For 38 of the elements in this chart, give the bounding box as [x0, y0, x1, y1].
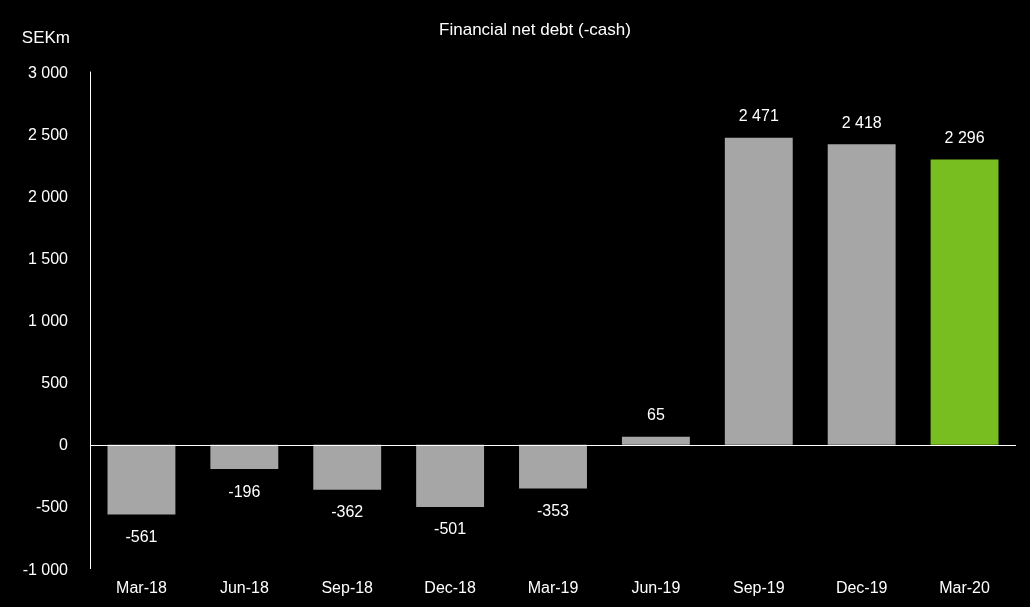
- y-tick-label: 500: [41, 374, 69, 392]
- y-tick-label: 1 500: [27, 249, 69, 267]
- y-tick-label: 2 000: [27, 187, 69, 205]
- bar: [930, 159, 999, 445]
- data-label: 2 296: [944, 128, 985, 146]
- x-tick-label: Mar-18: [116, 578, 167, 596]
- bar: [724, 137, 793, 445]
- x-tick-label: Jun-18: [219, 578, 269, 596]
- y-tick-label: -500: [35, 498, 69, 516]
- chart-title: Financial net debt (-cash): [439, 20, 631, 39]
- y-tick-label: 3 000: [27, 63, 69, 81]
- bar: [519, 444, 587, 489]
- data-label: -196: [228, 482, 261, 500]
- bar: [210, 444, 279, 470]
- bar: [107, 444, 176, 515]
- x-tick-label: Sep-19: [732, 578, 785, 596]
- y-tick-label: -1 000: [22, 560, 69, 578]
- bar: [313, 444, 382, 490]
- data-label: 65: [646, 406, 665, 424]
- data-label: -561: [125, 527, 158, 545]
- bar: [416, 444, 485, 507]
- data-label: 2 418: [841, 113, 882, 131]
- bar: [827, 144, 896, 445]
- y-tick-label: 1 000: [27, 312, 69, 329]
- y-axis-title: SEKm: [21, 28, 70, 47]
- data-label: -501: [434, 520, 467, 538]
- y-tick-label: 0: [59, 436, 69, 454]
- data-label: -362: [331, 503, 364, 521]
- x-tick-label: Mar-19: [527, 578, 579, 596]
- bar: [621, 436, 690, 445]
- x-tick-label: Jun-19: [631, 578, 681, 596]
- data-label: -353: [536, 502, 570, 520]
- x-tick-label: Sep-18: [321, 578, 374, 596]
- y-tick-label: 2 500: [27, 125, 69, 143]
- x-tick-label: Dec-19: [835, 578, 888, 596]
- x-tick-label: Dec-18: [424, 578, 476, 596]
- x-tick-label: Mar-20: [939, 578, 990, 596]
- data-label: 2 471: [738, 107, 779, 125]
